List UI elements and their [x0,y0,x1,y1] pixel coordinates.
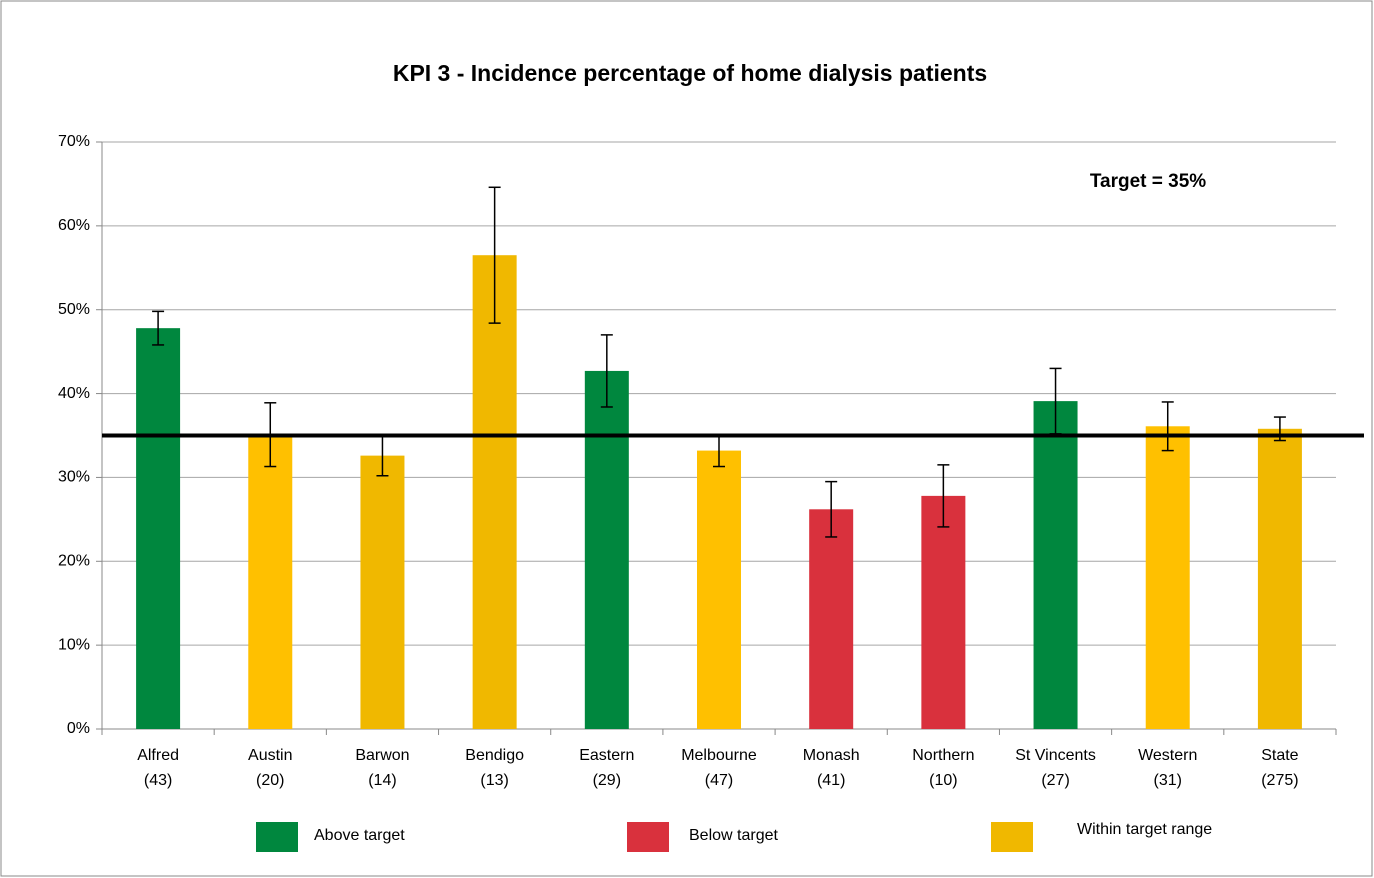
x-tick-label: St Vincents [1015,747,1096,764]
error-bar [1049,367,1062,435]
legend-swatch [627,822,669,852]
x-tick-sublabel: (10) [929,772,957,789]
x-tick-sublabel: (275) [1261,772,1298,789]
x-tick-sublabel: (27) [1041,772,1069,789]
y-tick-label: 20% [58,553,90,570]
bar [921,495,966,729]
x-tick-sublabel: (13) [480,772,508,789]
error-bar [488,186,501,324]
x-tick-sublabel: (29) [593,772,621,789]
x-tick-sublabel: (41) [817,772,845,789]
x-tick-label: Austin [248,747,292,764]
x-tick-label: Western [1138,747,1197,764]
x-tick-sublabel: (20) [256,772,284,789]
x-tick-label: Northern [912,747,974,764]
legend-swatch [256,822,298,852]
error-bar [152,310,165,346]
bar [1145,426,1190,729]
y-tick-label: 40% [58,385,90,402]
error-bar [376,434,389,477]
x-tick-sublabel: (47) [705,772,733,789]
x-tick-sublabel: (31) [1154,772,1182,789]
error-bar [600,334,613,408]
x-tick-label: Bendigo [465,747,524,764]
x-tick-sublabel: (14) [368,772,396,789]
legend-label: Above target [314,827,405,844]
error-bar [1161,401,1174,452]
y-tick-label: 30% [58,469,90,486]
y-tick-label: 50% [58,301,90,318]
bar [809,509,854,729]
x-tick-label: State [1261,747,1298,764]
x-tick-label: Barwon [355,747,409,764]
legend-label: Within target range [1077,821,1212,838]
error-bar [825,480,838,538]
x-tick-label: Alfred [137,747,179,764]
bar [136,328,181,729]
x-tick-label: Eastern [579,747,634,764]
bar [1257,428,1302,729]
legend-label: Below target [689,827,778,844]
annotation: Target = 35% [1090,171,1206,192]
y-tick-label: 0% [67,720,90,737]
bar [248,434,293,729]
error-bar [1273,416,1286,442]
y-tick-label: 60% [58,217,90,234]
x-tick-label: Monash [803,747,860,764]
x-tick-sublabel: (43) [144,772,172,789]
bar [1033,401,1078,729]
y-tick-label: 10% [58,636,90,653]
y-tick-label: 70% [58,133,90,150]
bar [360,455,405,729]
x-tick-label: Melbourne [681,747,757,764]
legend-swatch [991,822,1033,852]
error-bar [937,464,950,528]
chart-title: KPI 3 - Incidence percentage of home dia… [393,60,987,86]
error-bar [713,433,725,468]
bar [472,255,517,729]
error-bar [264,402,277,468]
bar [584,370,629,729]
bar [697,450,741,729]
